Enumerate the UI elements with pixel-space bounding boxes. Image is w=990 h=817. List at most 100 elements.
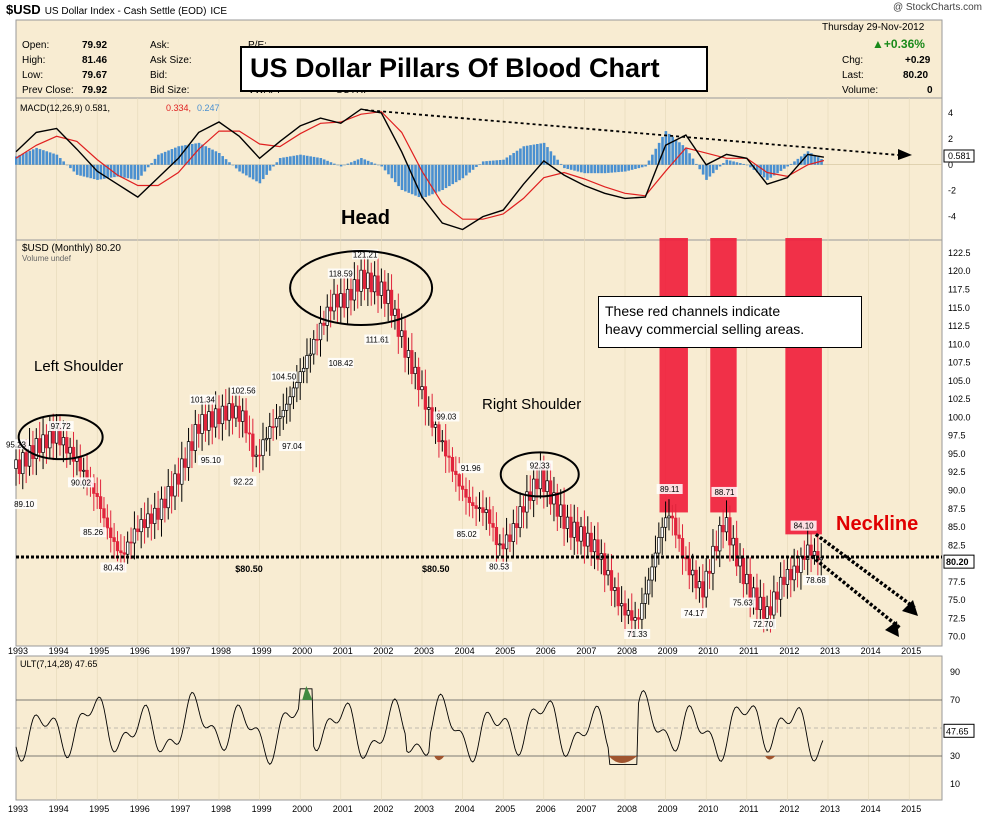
macd-histogram-bar	[613, 164, 617, 173]
macd-histogram-bar	[552, 155, 556, 165]
macd-tick-label: 0	[948, 160, 953, 170]
head-label: Head	[341, 207, 390, 229]
note-box: These red channels indicate heavy commer…	[598, 296, 862, 348]
price-annotation-bg	[802, 575, 829, 586]
price-bar-body	[569, 516, 573, 538]
macd-histogram-bar	[187, 144, 191, 165]
macd-histogram-bar	[539, 143, 543, 165]
macd-line	[15, 108, 825, 231]
price-bar-body	[515, 523, 519, 529]
price-bar-body	[200, 414, 204, 434]
macd-histogram-bar	[146, 164, 150, 168]
price-bar-body	[159, 498, 164, 520]
year-axis-label: 2000	[292, 646, 312, 656]
price-bar-body	[21, 452, 25, 475]
macd-histogram-bar	[674, 139, 678, 165]
macd-histogram-bar	[749, 164, 752, 168]
macd-histogram-bar	[512, 152, 515, 165]
year-axis-label: 2009	[658, 646, 678, 656]
macd-histogram-bar	[637, 164, 641, 169]
price-annotation-bg	[729, 597, 756, 608]
chart-title: US Dollar Pillars Of Blood Chart	[250, 53, 660, 83]
price-bar-body	[78, 456, 82, 472]
macd-histogram-bar	[31, 149, 35, 165]
price-bar-body	[68, 446, 72, 454]
note-line-2: heavy commercial selling areas.	[605, 321, 805, 337]
neckline-label: Neckline	[836, 513, 919, 535]
macd-histogram-bar	[461, 164, 465, 179]
macd-histogram-bar	[265, 164, 268, 175]
macd-histogram-bar	[299, 154, 302, 165]
price-bar-body	[498, 543, 502, 546]
macd-histogram-bar	[728, 160, 732, 165]
macd-histogram-bar	[295, 155, 299, 165]
macd-histogram-bar	[576, 164, 580, 172]
macd-histogram-bar	[651, 154, 654, 165]
neckline-price-label: $80.50	[422, 564, 450, 574]
macd-histogram-bar	[549, 151, 553, 165]
price-bar-body	[241, 410, 245, 422]
price-bar-body	[190, 441, 194, 451]
last-price-box	[943, 554, 975, 569]
price-bar-body	[98, 496, 103, 510]
macd-histogram-bar	[414, 164, 417, 196]
macd-histogram-bar	[485, 161, 488, 165]
price-bar-body	[430, 407, 434, 428]
price-annotation: 104.50	[272, 373, 297, 382]
price-bar-body	[450, 456, 455, 472]
year-axis-label: 1999	[252, 646, 272, 656]
macd-histogram-bar	[431, 164, 434, 195]
price-bar-body	[362, 269, 367, 289]
price-bar-body	[650, 566, 654, 581]
price-annotation-bg	[457, 463, 484, 474]
red-selling-channel	[710, 238, 737, 513]
macd-histogram-bar	[373, 163, 377, 165]
price-bar-body	[467, 496, 472, 503]
macd-histogram-bar	[607, 164, 610, 173]
macd-histogram-bar	[580, 164, 583, 173]
macd-histogram-bar	[201, 144, 204, 165]
macd-histogram-bar	[634, 164, 637, 169]
price-bar-body	[109, 527, 113, 538]
price-bar-body	[396, 308, 400, 337]
price-bar-body	[230, 403, 235, 419]
price-bar-body	[213, 408, 218, 428]
price-bar-body	[491, 523, 495, 528]
price-annotation: 88.71	[714, 488, 735, 497]
price-bar-body	[596, 539, 600, 560]
chart-title-box: US Dollar Pillars Of Blood Chart	[240, 46, 708, 92]
price-bar-body	[156, 507, 160, 520]
price-annotation-bg	[352, 249, 379, 260]
price-bar-body	[122, 552, 126, 555]
macd-histogram-bar	[796, 158, 800, 165]
macd-histogram-bar	[356, 159, 360, 165]
macd-histogram-bar	[309, 156, 312, 165]
price-bar-body	[603, 553, 607, 576]
price-bar-body	[393, 308, 397, 316]
year-axis-label: 2011	[739, 804, 758, 814]
price-bar-body	[119, 550, 123, 554]
price-annotation-bg	[526, 460, 553, 471]
macd-histogram-bar	[627, 164, 630, 171]
macd-histogram-bar	[620, 164, 624, 172]
price-bar-body	[670, 515, 675, 519]
price-bar-body	[663, 517, 668, 528]
macd-histogram-bar	[471, 164, 475, 170]
price-annotation-bg	[453, 528, 480, 539]
price-bar-body	[349, 288, 353, 301]
price-bar-body	[376, 275, 380, 296]
year-axis-label: 1995	[89, 646, 109, 656]
macd-histogram-bar	[536, 143, 539, 165]
price-tick-label: 105.0	[948, 376, 971, 386]
macd-histogram-bar	[366, 160, 370, 165]
price-bar-body	[31, 445, 35, 459]
price-annotation-bg	[790, 520, 817, 531]
macd-histogram-bar	[799, 156, 803, 165]
year-axis-label: 2014	[861, 804, 881, 814]
price-tick-label: 90.0	[948, 486, 966, 496]
macd-histogram-bar	[698, 164, 702, 170]
macd-histogram-bar	[99, 164, 103, 180]
macd-histogram-bar	[779, 164, 783, 171]
price-bar-body	[169, 486, 174, 497]
macd-histogram-bar	[163, 151, 167, 165]
